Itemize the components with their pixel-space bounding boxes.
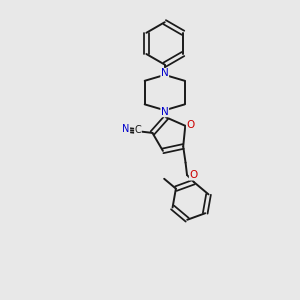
Text: C: C — [135, 125, 141, 135]
Text: N: N — [161, 107, 169, 117]
Text: N: N — [122, 124, 130, 134]
Text: O: O — [189, 170, 198, 180]
Text: N: N — [161, 68, 169, 78]
Text: O: O — [187, 120, 195, 130]
